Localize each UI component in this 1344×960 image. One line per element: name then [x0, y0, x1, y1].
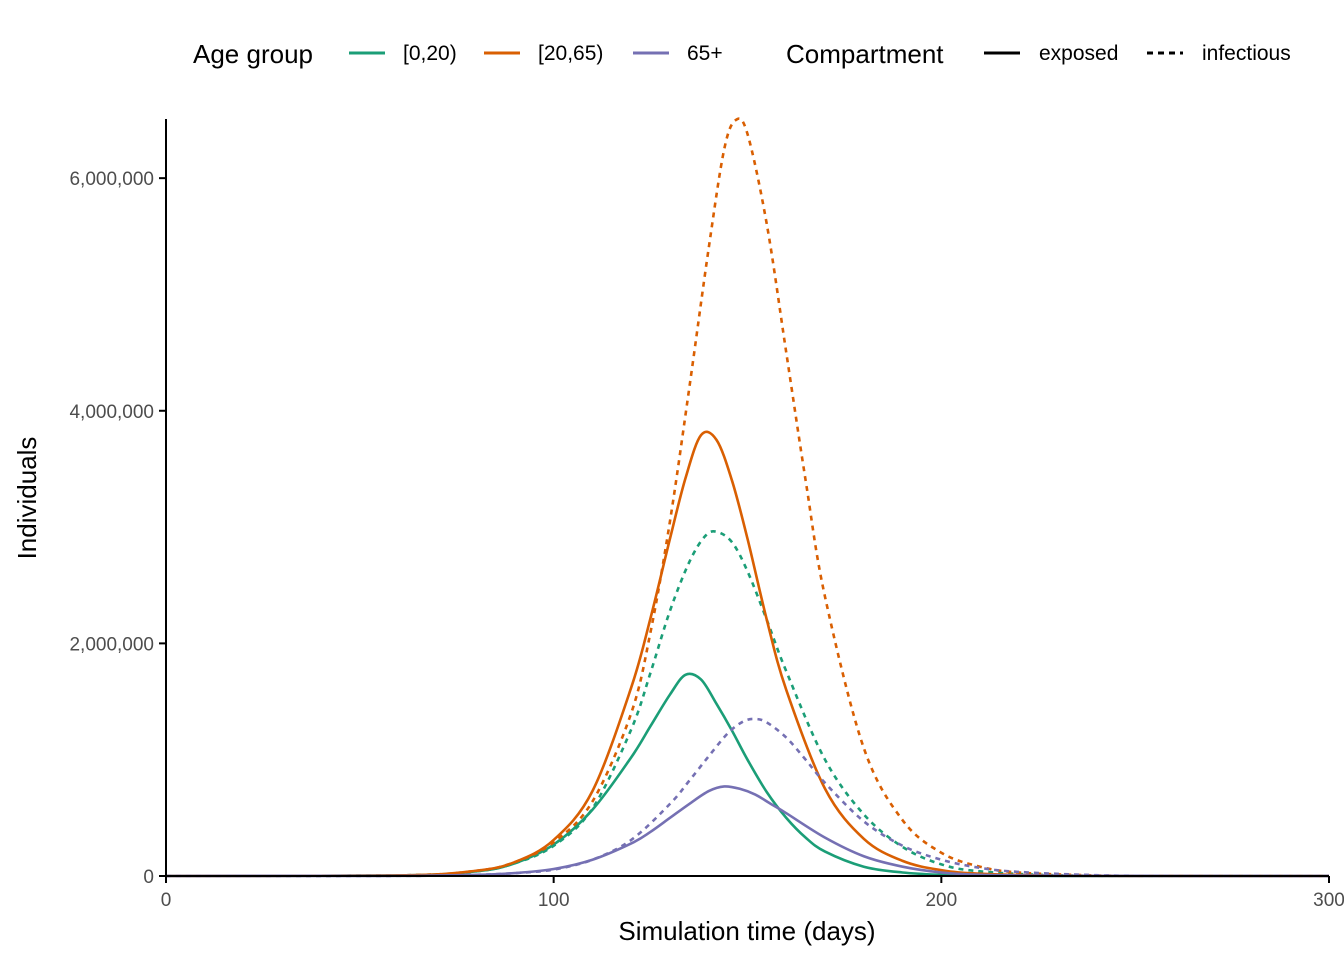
y-tick-label: 2,000,000 [69, 634, 154, 655]
legend-label-65-plus: 65+ [687, 42, 723, 65]
x-axis-title: Simulation time (days) [618, 916, 875, 946]
legend-title-age-group: Age group [193, 39, 313, 69]
y-axis-title: Individuals [12, 437, 42, 560]
series-line-0-20-infectious [165, 530, 1330, 878]
ticks-layer: 0 2,000,000 4,000,000 6,000,000 0 100 200 300 [69, 169, 1344, 911]
legend-label-0-20: [0,20) [403, 42, 457, 65]
y-tick-label: 6,000,000 [69, 169, 154, 190]
x-tick-label: 100 [538, 890, 570, 911]
legend-label-infectious: infectious [1202, 42, 1291, 65]
y-tick-label: 0 [143, 867, 154, 888]
axes [165, 119, 1329, 877]
legend-label-20-65: [20,65) [538, 42, 603, 65]
x-tick-label: 0 [161, 890, 172, 911]
series-line-65-plus-infectious [165, 717, 1330, 878]
x-tick-label: 200 [925, 890, 957, 911]
series-line-20-65-exposed [165, 430, 1330, 878]
legend-title-compartment: Compartment [786, 39, 944, 69]
legend: Age group [0,20) [20,65) 65+ Compartment… [193, 39, 1291, 69]
series-line-0-20-exposed [165, 672, 1329, 878]
legend-label-exposed: exposed [1039, 42, 1118, 65]
y-tick-label: 4,000,000 [69, 402, 154, 423]
series-line-65-plus-exposed [165, 785, 1329, 878]
series-layer [165, 117, 1330, 878]
series-line-20-65-infectious [165, 117, 1330, 878]
x-tick-label: 300 [1313, 890, 1344, 911]
